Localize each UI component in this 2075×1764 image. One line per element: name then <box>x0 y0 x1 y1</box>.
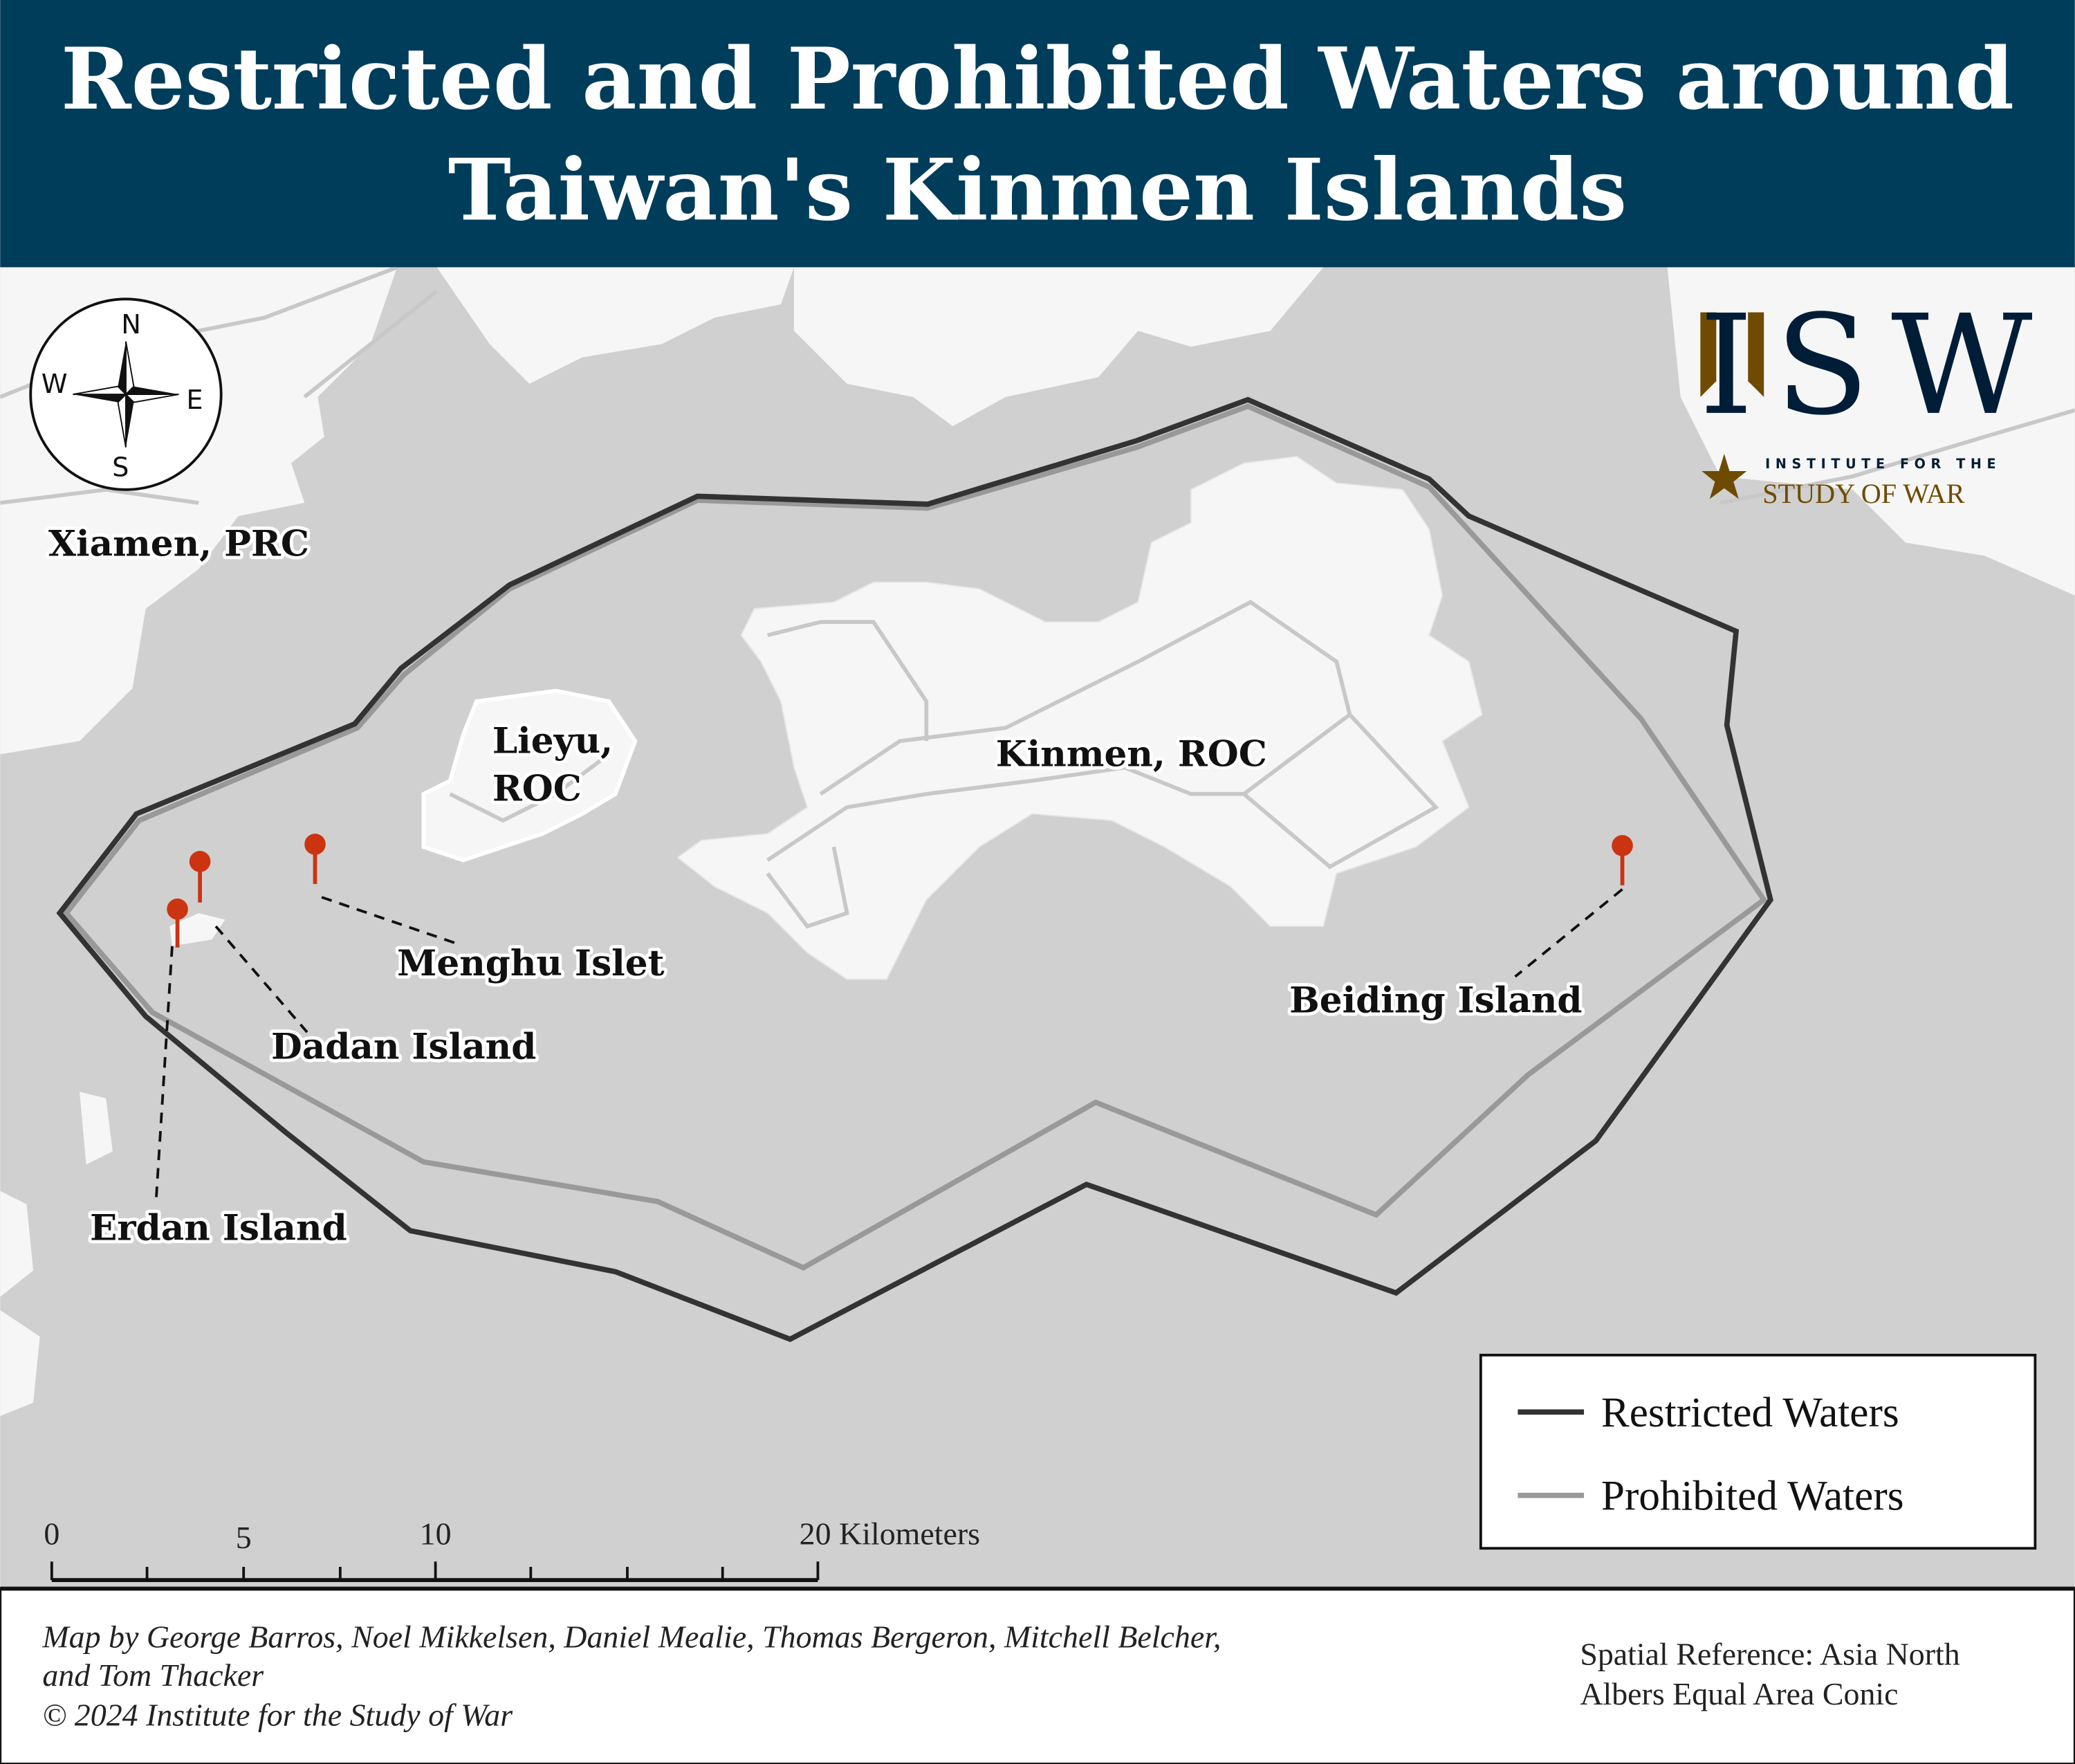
restricted-waters-boundary <box>56 396 1773 1343</box>
prohibited-waters-boundary <box>62 403 1768 1271</box>
pin-dadan[interactable] <box>189 851 211 903</box>
title-line-1: Restricted and Prohibited Waters around <box>61 29 2014 129</box>
legend-prohibited: Prohibited Waters <box>1601 1473 1904 1520</box>
scale-bar <box>50 1561 820 1582</box>
scale-10: 10 <box>420 1516 452 1551</box>
compass-n: N <box>121 309 141 340</box>
label-lieyu-2: ROC <box>492 768 582 809</box>
label-xiamen: Xiamen, PRC <box>48 523 309 564</box>
legend-restricted: Restricted Waters <box>1601 1389 1899 1436</box>
header-banner <box>0 0 2075 268</box>
scale-20: 20 Kilometers <box>800 1516 980 1551</box>
scale-5: 5 <box>236 1520 252 1555</box>
compass-e: E <box>186 385 203 416</box>
logo-line2: STUDY OF WAR <box>1762 478 1965 509</box>
label-menghu: Menghu Islet <box>397 943 664 984</box>
title-line-2: Taiwan's Kinmen Islands <box>448 140 1627 240</box>
legend: Restricted Waters Prohibited Waters <box>1479 1353 2037 1550</box>
credit-line-2: and Tom Thacker <box>42 1657 264 1693</box>
land-layer <box>0 267 2075 1416</box>
compass-w: W <box>42 369 68 400</box>
pin-menghu[interactable] <box>304 834 326 884</box>
label-dadan: Dadan Island <box>271 1026 536 1067</box>
pin-beiding[interactable] <box>1612 835 1633 885</box>
label-erdan: Erdan Island <box>90 1207 347 1249</box>
credit-line-1: Map by George Barros, Noel Mikkelsen, Da… <box>42 1619 1221 1655</box>
compass-s: S <box>112 452 129 484</box>
logo-letters: ISW <box>1699 285 2032 445</box>
roads <box>0 267 2075 929</box>
copyright: © 2024 Institute for the Study of War <box>42 1698 513 1733</box>
lieyu-land <box>421 688 638 863</box>
kinmen-land <box>676 455 1483 980</box>
spatial-ref-2: Albers Equal Area Conic <box>1580 1676 1898 1711</box>
compass-rose-icon: N S E W <box>29 297 223 491</box>
star-icon <box>1702 454 1747 499</box>
scale-0: 0 <box>44 1516 59 1551</box>
logo-line1: INSTITUTE FOR THE <box>1765 456 2001 472</box>
leader-lines <box>155 888 1623 1198</box>
label-kinmen: Kinmen, ROC <box>996 734 1267 775</box>
pin-erdan[interactable] <box>167 898 188 948</box>
spatial-ref-1: Spatial Reference: Asia North <box>1580 1637 1959 1672</box>
footer <box>0 1588 2075 1764</box>
label-lieyu-1: Lieyu, <box>492 720 613 762</box>
label-beiding: Beiding Island <box>1289 980 1582 1021</box>
